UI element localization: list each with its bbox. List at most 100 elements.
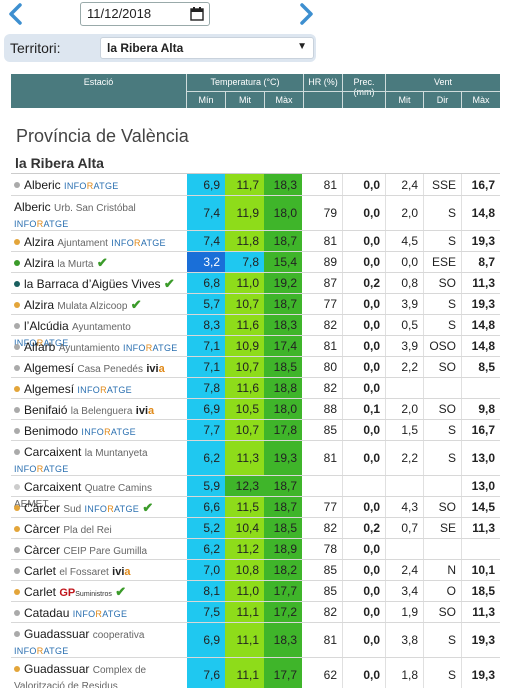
station-row[interactable]: Guadassuar cooperativa INFORATGE 6,9 11,1 18… — [11, 623, 500, 658]
header-temp-max: Màx — [264, 92, 303, 108]
column-separator — [342, 602, 343, 622]
wind-direction-cell: S — [447, 234, 456, 248]
station-name: Alberic — [14, 200, 51, 214]
station-location: CEIP Pare Gumilla — [63, 546, 148, 557]
station-row[interactable]: Carcaixent Quatre Camins AEMET 5,9 12,3 18,… — [11, 476, 500, 510]
station-name: Alzira — [24, 256, 55, 270]
precipitation-cell: 0,0 — [363, 381, 380, 395]
station-name-cell: Catadau INFORATGE — [14, 606, 186, 621]
wind-mean-cell: 2,4 — [401, 563, 418, 577]
station-row[interactable]: Algemesí Casa Penedés ivia 7,1 10,7 18,5 80 0… — [11, 357, 500, 378]
inforatge-logo: INFORATGE — [64, 181, 119, 191]
date-input[interactable]: 11/12/2018 — [80, 2, 210, 26]
wind-direction-cell — [423, 378, 461, 398]
column-separator — [385, 476, 386, 496]
wind-direction-cell: SE — [439, 521, 456, 535]
column-separator — [461, 294, 462, 314]
wind-max-cell: 8,7 — [478, 255, 495, 269]
station-name: Alzira — [24, 298, 55, 312]
temp-max-cell: 18,7 — [264, 231, 302, 251]
column-separator — [385, 315, 386, 335]
station-row[interactable]: Alzira Mulata Alzicoop ✔ 5,7 10,7 18,7 77 0,0… — [11, 294, 500, 315]
column-separator — [342, 441, 343, 475]
humidity-cell: 85 — [323, 584, 337, 598]
station-row[interactable]: l’Alcúdia Ayuntamento INFORATGE 8,3 11,6 18… — [11, 315, 500, 348]
date-navigation: 11/12/2018 — [0, 0, 520, 32]
station-name-cell: Càrcer Pla del Rei — [14, 522, 186, 538]
wind-direction-cell: S — [447, 451, 456, 465]
station-row[interactable]: Benifaió la Belenguera ivia 6,9 10,5 18,0 88… — [11, 399, 500, 420]
table-header: Estació Temperatura (°C) HR (%) Prec. (m… — [11, 74, 500, 108]
precipitation-cell: 0,0 — [363, 318, 380, 332]
wind-mean-cell: 2,0 — [401, 402, 418, 416]
inforatge-logo: INFORATGE — [77, 385, 132, 395]
column-separator — [423, 294, 424, 314]
column-separator — [423, 378, 424, 398]
station-row[interactable]: Càrcer Sud INFORATGE ✔ 6,6 11,5 18,7 77 0,0 4,… — [11, 497, 500, 518]
station-status-dot — [14, 666, 20, 672]
header-vent-max: Màx — [461, 92, 500, 108]
territory-select[interactable]: la Ribera Alta ▼ — [100, 37, 314, 59]
wind-max-cell: 11,3 — [472, 605, 495, 619]
column-separator — [342, 357, 343, 377]
station-location: cooperativa — [92, 630, 145, 641]
column-separator — [342, 294, 343, 314]
inforatge-logo: INFORATGE — [14, 219, 69, 229]
station-status-dot — [14, 568, 20, 574]
station-row[interactable]: Alberic INFORATGE 6,9 11,7 18,3 81 0,0 2,4 SSE 1… — [11, 174, 500, 196]
station-row[interactable]: Carlet el Fossaret ivia 7,0 10,8 18,2 85 0,0 2… — [11, 560, 500, 581]
column-separator — [461, 539, 462, 559]
station-row[interactable]: Benimodo INFORATGE 7,7 10,7 17,8 85 0,0 1,5 S 16… — [11, 420, 500, 441]
station-name: Guadassuar — [24, 627, 90, 641]
station-location: Casa Penedés — [77, 364, 143, 375]
station-row[interactable]: Catadau INFORATGE 7,5 11,1 17,2 82 0,0 1,9 SO 11… — [11, 602, 500, 623]
column-separator — [385, 378, 386, 398]
gp-suministros-logo: GPSuministros — [59, 587, 112, 599]
header-temperatura: Temperatura (°C) — [186, 74, 303, 91]
column-separator — [423, 196, 424, 230]
wind-max-cell: 14,8 — [471, 206, 495, 220]
precipitation-cell: 0,0 — [363, 360, 380, 374]
station-row[interactable]: Càrcer Pla del Rei 5,2 10,4 18,5 82 0,2 0,7 SE 1… — [11, 518, 500, 539]
column-separator — [461, 273, 462, 293]
column-separator — [385, 196, 386, 230]
station-row[interactable]: Algemesí INFORATGE 7,8 11,6 18,8 82 0,0 — [11, 378, 500, 399]
temp-mit-cell: 11,0 — [225, 581, 264, 601]
station-name-cell: Carcaixent la Muntanyeta INFORATGE — [14, 445, 186, 476]
station-row[interactable]: Càrcer CEIP Pare Gumilla 6,2 11,2 18,9 78 0,0 — [11, 539, 500, 560]
station-row[interactable]: Alfarb Ayuntamiento INFORATGE 7,1 10,9 17,4… — [11, 336, 500, 357]
station-status-dot — [14, 484, 20, 490]
temp-min-cell: 6,8 — [187, 273, 225, 293]
wind-max-cell: 19,3 — [471, 633, 495, 647]
station-row[interactable]: Alberic Urb. San Cristóbal INFORATGE 7,4 11… — [11, 196, 500, 231]
calendar-icon[interactable] — [190, 7, 204, 21]
station-row[interactable]: la Barraca d’Aigües Vives ✔ 6,8 11,0 19,2 87… — [11, 273, 500, 294]
column-separator — [342, 518, 343, 538]
humidity-cell: 82 — [323, 381, 337, 395]
station-row[interactable]: Carlet GPSuministros ✔ 8,1 11,0 17,7 85 0,0 3,… — [11, 581, 500, 602]
temp-max-cell: 18,5 — [264, 357, 302, 377]
column-separator — [461, 252, 462, 272]
verified-check-icon: ✔ — [96, 255, 108, 270]
station-location: Pla del Rei — [63, 525, 112, 536]
station-row[interactable]: Alzira Ajuntament INFORATGE 7,4 11,8 18,7 81… — [11, 231, 500, 252]
station-row[interactable]: Guadassuar Complex de Valorització de Re… — [11, 658, 500, 688]
temp-mit-cell: 11,6 — [225, 378, 264, 398]
wind-max-cell: 11,3 — [472, 521, 495, 535]
column-separator — [342, 231, 343, 251]
station-name: l’Alcúdia — [24, 319, 69, 333]
previous-day-arrow-icon[interactable] — [6, 2, 26, 26]
station-name-cell: Alberic Urb. San Cristóbal INFORATGE — [14, 200, 186, 231]
wind-direction-cell: O — [446, 584, 456, 598]
station-name: la Barraca d’Aigües Vives — [24, 277, 161, 291]
next-day-arrow-icon[interactable] — [296, 2, 316, 26]
date-value: 11/12/2018 — [87, 6, 152, 21]
wind-direction-cell: S — [447, 668, 456, 682]
station-row[interactable]: Carcaixent la Muntanyeta INFORATGE 6,2 11,3… — [11, 441, 500, 476]
station-row[interactable]: Alzira la Murta ✔ 3,2 7,8 15,4 89 0,0 0,0 ESE 8,… — [11, 252, 500, 273]
inforatge-logo: INFORATGE — [111, 238, 166, 248]
station-name-cell: Benimodo INFORATGE — [14, 424, 186, 439]
column-separator — [385, 497, 386, 517]
humidity-cell: 81 — [323, 633, 337, 647]
column-separator — [342, 273, 343, 293]
